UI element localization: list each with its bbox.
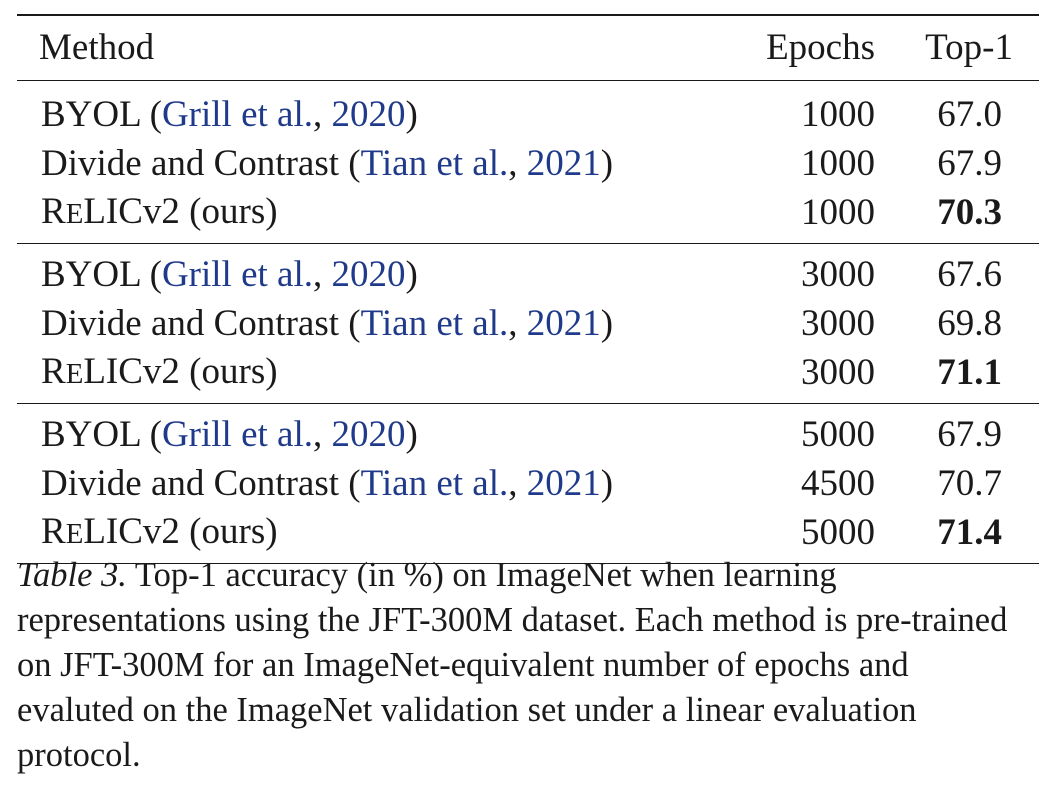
group-divider: [17, 243, 1039, 244]
method-cell: BYOL (Grill et al., 2020): [17, 90, 709, 139]
citation-authors-link[interactable]: Grill et al.: [161, 414, 313, 455]
citation-authors-link[interactable]: Tian et al.: [360, 303, 509, 344]
method-name-r: R: [41, 190, 66, 232]
caption-text: Top-1 accuracy (in %) on ImageNet when l…: [17, 556, 1008, 774]
top1-cell: 67.6: [937, 254, 1002, 295]
cite-open: (: [140, 254, 162, 295]
method-name-rest: LICv2 (ours): [83, 190, 278, 232]
epochs-cell: 5000: [801, 414, 875, 455]
citation-authors-link[interactable]: Tian et al.: [360, 143, 509, 184]
method-cell: RELICv2 (ours): [17, 187, 709, 239]
cite-sep: ,: [508, 463, 527, 504]
method-cell: RELICv2 (ours): [17, 347, 709, 399]
method-name-rest: LICv2 (ours): [83, 350, 278, 392]
method-cell: BYOL (Grill et al., 2020): [17, 250, 709, 299]
citation-year-link[interactable]: 2021: [526, 463, 601, 504]
header-rule: [17, 80, 1039, 81]
method-cell: RELICv2 (ours): [17, 507, 709, 559]
citation-year-link[interactable]: 2021: [526, 143, 601, 184]
results-table: Method Epochs Top-1 BYOL (Grill et al., …: [17, 14, 1039, 564]
method-name-r: R: [41, 510, 66, 552]
top1-cell: 69.8: [937, 303, 1002, 344]
cite-sep: ,: [312, 94, 332, 135]
method-name-e: E: [65, 357, 84, 390]
cite-close: ): [600, 463, 614, 504]
method-cell: Divide and Contrast (Tian et al., 2021): [17, 459, 709, 508]
method-cell: Divide and Contrast (Tian et al., 2021): [17, 299, 709, 348]
table-row: RELICv2 (ours) 1000 70.3: [17, 188, 1039, 237]
caption-label: Table 3.: [17, 556, 127, 594]
table-group-3: BYOL (Grill et al., 2020) 5000 67.9 Divi…: [17, 404, 1039, 563]
method-name: BYOL: [41, 94, 141, 135]
cite-sep: ,: [508, 303, 527, 344]
header-epochs: Epochs: [766, 27, 875, 68]
cite-open: (: [140, 414, 162, 455]
table-row: BYOL (Grill et al., 2020) 1000 67.0: [17, 90, 1039, 139]
cite-sep: ,: [312, 414, 332, 455]
epochs-cell: 3000: [801, 303, 875, 344]
citation-authors-link[interactable]: Grill et al.: [161, 94, 313, 135]
citation-authors-link[interactable]: Grill et al.: [161, 254, 313, 295]
table-caption: Table 3. Top-1 accuracy (in %) on ImageN…: [17, 553, 1027, 778]
top1-cell-best: 70.3: [937, 192, 1002, 233]
method-name-e: E: [65, 197, 84, 230]
method-cell: Divide and Contrast (Tian et al., 2021): [17, 139, 709, 188]
cite-open: (: [339, 303, 361, 344]
citation-year-link[interactable]: 2021: [526, 303, 601, 344]
cite-sep: ,: [508, 143, 527, 184]
cite-open: (: [140, 94, 162, 135]
epochs-cell: 4500: [801, 463, 875, 504]
table-row: RELICv2 (ours) 5000 71.4: [17, 508, 1039, 557]
table-row: Divide and Contrast (Tian et al., 2021) …: [17, 299, 1039, 348]
citation-year-link[interactable]: 2020: [331, 414, 406, 455]
table-row: RELICv2 (ours) 3000 71.1: [17, 348, 1039, 397]
table-row: BYOL (Grill et al., 2020) 5000 67.9: [17, 410, 1039, 459]
epochs-cell: 1000: [801, 94, 875, 135]
top1-cell: 70.7: [937, 463, 1002, 504]
cite-close: ): [600, 303, 614, 344]
table-header: Method Epochs Top-1: [17, 16, 1039, 80]
top1-cell-best: 71.4: [937, 512, 1002, 553]
epochs-cell: 1000: [801, 143, 875, 184]
method-name-r: R: [41, 350, 66, 392]
cite-close: ): [600, 143, 614, 184]
method-name-rest: LICv2 (ours): [83, 510, 278, 552]
table-group-1: BYOL (Grill et al., 2020) 1000 67.0 Divi…: [17, 81, 1039, 243]
cite-close: ): [405, 254, 418, 295]
epochs-cell: 3000: [801, 254, 875, 295]
method-name: Divide and Contrast: [41, 303, 340, 344]
table-group-2: BYOL (Grill et al., 2020) 3000 67.6 Divi…: [17, 244, 1039, 403]
top1-cell: 67.0: [937, 94, 1002, 135]
method-name: BYOL: [41, 254, 141, 295]
epochs-cell: 5000: [801, 512, 875, 553]
cite-close: ): [405, 414, 418, 455]
header-top1: Top-1: [925, 27, 1013, 68]
table-row: BYOL (Grill et al., 2020) 3000 67.6: [17, 250, 1039, 299]
top1-cell-best: 71.1: [937, 352, 1002, 393]
cite-sep: ,: [312, 254, 332, 295]
method-name: BYOL: [41, 414, 141, 455]
method-cell: BYOL (Grill et al., 2020): [17, 410, 709, 459]
cite-open: (: [339, 463, 361, 504]
cite-close: ): [405, 94, 418, 135]
citation-authors-link[interactable]: Tian et al.: [360, 463, 509, 504]
method-name: Divide and Contrast: [41, 463, 340, 504]
method-name: Divide and Contrast: [41, 143, 340, 184]
top1-cell: 67.9: [937, 414, 1002, 455]
table-row: Divide and Contrast (Tian et al., 2021) …: [17, 459, 1039, 508]
table-row: Divide and Contrast (Tian et al., 2021) …: [17, 139, 1039, 188]
top-rule: [17, 14, 1039, 16]
top1-cell: 67.9: [937, 143, 1002, 184]
bottom-rule: [17, 563, 1039, 564]
cite-open: (: [339, 143, 361, 184]
group-divider: [17, 403, 1039, 404]
epochs-cell: 3000: [801, 352, 875, 393]
citation-year-link[interactable]: 2020: [331, 254, 406, 295]
epochs-cell: 1000: [801, 192, 875, 233]
method-name-e: E: [65, 517, 84, 550]
header-method: Method: [39, 27, 155, 68]
citation-year-link[interactable]: 2020: [331, 94, 406, 135]
